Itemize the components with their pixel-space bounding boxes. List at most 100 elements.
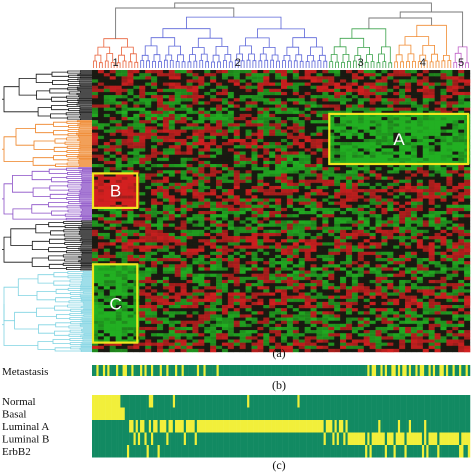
heatmap-cell [204, 192, 211, 196]
heatmap-cell [156, 132, 164, 137]
row-dendrogram-link [63, 229, 81, 233]
heatmap-cell [399, 217, 406, 221]
heatmap-cell [180, 236, 187, 240]
heatmap-cell [180, 110, 187, 115]
heatmap-cell [286, 129, 294, 133]
heatmap-cell [304, 117, 311, 121]
heatmap-cell [204, 157, 211, 162]
heatmap-cell [298, 270, 305, 274]
heatmap-cell [121, 289, 128, 293]
heatmap-cell [133, 232, 140, 237]
row-dendrogram-link [70, 346, 82, 350]
heatmap-cell [216, 138, 223, 143]
heatmap-cell [405, 254, 412, 259]
heatmap-cell [221, 120, 229, 124]
row-dendrogram-link [81, 181, 92, 184]
heatmap-cell [216, 223, 223, 227]
heatmap-cell [109, 207, 116, 212]
row-dendrogram-link [80, 245, 92, 248]
heatmap-cell [192, 273, 199, 278]
row-dendrogram-link [82, 339, 92, 342]
heatmap-cell [263, 95, 270, 99]
heatmap-cell [275, 223, 282, 227]
heatmap-cell [446, 98, 453, 102]
heatmap-cell [97, 286, 105, 290]
heatmap-cell [281, 167, 288, 171]
heatmap-cell [381, 123, 388, 127]
heatmap-cell [322, 79, 329, 83]
heatmap-cell [381, 104, 388, 108]
heatmap-cell [422, 264, 429, 268]
heatmap-cell [405, 242, 412, 246]
heatmap-cell [139, 170, 146, 174]
heatmap-cell [92, 251, 99, 256]
heatmap-cell [139, 76, 146, 80]
heatmap-cell [387, 245, 394, 249]
heatmap-cell [410, 76, 418, 80]
heatmap-cell [103, 179, 111, 184]
heatmap-cell [387, 242, 394, 246]
heatmap-cell [292, 145, 300, 149]
heatmap-cell [298, 258, 305, 262]
heatmap-cell [328, 164, 335, 168]
heatmap-cell [156, 82, 164, 86]
heatmap-cell [180, 101, 187, 105]
heatmap-cell [269, 248, 276, 253]
heatmap-cell [269, 173, 276, 177]
heatmap-cell [198, 264, 205, 268]
heatmap-cell [428, 73, 435, 77]
heatmap-cell [345, 217, 353, 221]
heatmap-cell [103, 138, 111, 143]
heatmap-cell [115, 132, 122, 137]
heatmap-cell [410, 104, 418, 108]
heatmap-cell [204, 176, 211, 180]
heatmap-cell [180, 95, 187, 99]
heatmap-cell [257, 113, 264, 118]
heatmap-cell [452, 120, 459, 124]
heatmap-cell [156, 236, 164, 240]
heatmap-cell [446, 142, 453, 146]
heatmap-cell [204, 226, 211, 231]
heatmap-cell [381, 229, 388, 234]
row-dendrogram-link [80, 114, 92, 116]
heatmap-cell [139, 286, 146, 290]
heatmap-cell [369, 167, 376, 171]
heatmap-cell [298, 151, 305, 155]
heatmap-cell [233, 76, 240, 80]
heatmap-cell [369, 254, 376, 259]
heatmap-cell [369, 276, 376, 281]
heatmap-cell [174, 82, 181, 86]
row-dendrogram-link [48, 168, 68, 174]
heatmap-cell [322, 254, 329, 259]
heatmap-cell [198, 135, 205, 140]
row-dendrogram-link [32, 187, 51, 197]
heatmap-cell [198, 167, 205, 171]
heatmap-cell [452, 170, 459, 174]
heatmap-cell [145, 192, 152, 196]
heatmap-cell [227, 145, 235, 149]
heatmap-cell [151, 267, 158, 271]
heatmap-cell [127, 189, 134, 193]
heatmap-cell [440, 239, 447, 243]
heatmap-cell [286, 273, 294, 278]
heatmap-cell [145, 239, 152, 243]
heatmap-cell [334, 123, 341, 127]
heatmap-cell [251, 117, 258, 121]
heatmap-cell [92, 85, 99, 90]
heatmap-cell [363, 104, 370, 108]
heatmap-cell [369, 185, 376, 190]
heatmap-cell [221, 82, 229, 86]
heatmap-cell [340, 117, 347, 121]
heatmap-cell [410, 267, 418, 271]
heatmap-cell [286, 160, 294, 165]
heatmap-cell [464, 223, 471, 227]
heatmap-cell [440, 258, 447, 262]
heatmap-cell [192, 151, 199, 155]
heatmap-cell [340, 76, 347, 80]
heatmap-cell [186, 164, 193, 168]
heatmap-cell [257, 226, 264, 231]
heatmap-cell [357, 173, 364, 177]
heatmap-cell [198, 113, 205, 118]
heatmap-cell [458, 270, 465, 274]
heatmap-cell [269, 85, 276, 90]
